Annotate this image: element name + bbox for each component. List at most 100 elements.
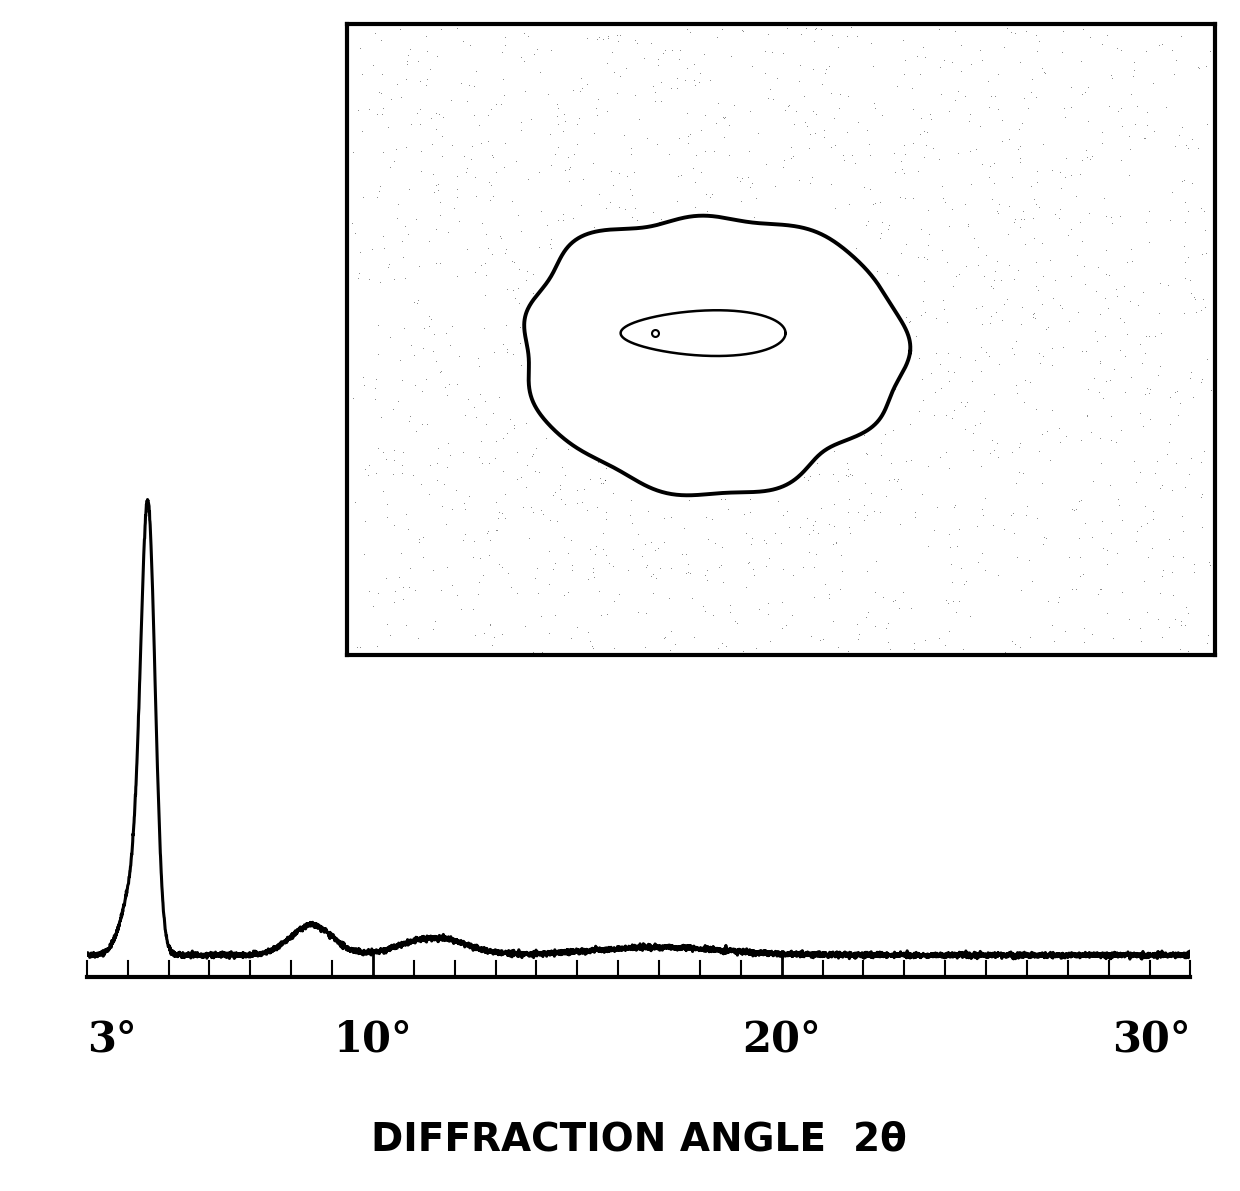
Point [733, 168, 753, 187]
Point [1157, 444, 1177, 463]
Point [662, 226, 682, 245]
Point [885, 591, 905, 610]
Point [884, 380, 904, 399]
Point [517, 455, 537, 474]
Point [910, 306, 930, 325]
Point [756, 534, 776, 553]
Point [957, 393, 977, 412]
Point [903, 133, 923, 152]
Point [773, 506, 792, 525]
Point [1149, 273, 1169, 292]
Point [1091, 133, 1111, 152]
Point [897, 451, 916, 470]
Point [841, 464, 861, 484]
Point [668, 167, 688, 186]
Point [996, 642, 1016, 661]
Point [872, 299, 892, 318]
Point [543, 560, 563, 579]
Point [471, 133, 491, 152]
Point [446, 375, 466, 394]
Point [732, 395, 751, 414]
Point [1035, 63, 1055, 82]
Point [708, 376, 728, 395]
Point [475, 623, 495, 642]
Point [1166, 382, 1185, 401]
Point [353, 368, 373, 387]
Point [1042, 338, 1061, 357]
Point [791, 222, 811, 241]
Point [1089, 382, 1109, 401]
Point [541, 235, 560, 254]
Point [1078, 77, 1097, 96]
Point [709, 557, 729, 576]
Point [391, 19, 410, 38]
Point [1052, 299, 1071, 318]
Point [841, 523, 861, 542]
Point [1090, 579, 1110, 598]
Point [615, 380, 635, 399]
Point [1123, 67, 1143, 86]
Point [1009, 434, 1029, 453]
Point [625, 30, 645, 49]
Point [1100, 475, 1120, 494]
Point [1027, 161, 1047, 180]
Point [844, 360, 864, 379]
Point [750, 297, 770, 316]
Point [1003, 504, 1023, 523]
Point [435, 515, 455, 534]
Point [678, 133, 698, 152]
Point [1128, 295, 1148, 314]
Point [563, 237, 583, 256]
Point [758, 455, 777, 474]
Point [739, 142, 759, 161]
Point [857, 444, 877, 463]
Point [580, 406, 600, 425]
Point [905, 503, 925, 522]
Point [1118, 610, 1138, 629]
Point [658, 144, 678, 163]
Point [419, 306, 439, 325]
Point [491, 229, 511, 248]
Point [830, 580, 849, 599]
Point [990, 354, 1009, 373]
Point [998, 130, 1018, 149]
Point [872, 224, 892, 243]
Point [714, 127, 734, 146]
Point [563, 81, 583, 100]
Point [1149, 584, 1169, 603]
Point [972, 499, 992, 518]
Point [1122, 251, 1142, 270]
Point [786, 101, 806, 120]
Point [1070, 164, 1090, 183]
Point [539, 541, 559, 560]
Point [693, 387, 713, 406]
Point [435, 378, 455, 397]
Point [453, 442, 472, 461]
Point [720, 342, 740, 361]
Point [905, 507, 925, 526]
Point [392, 231, 412, 250]
Point [599, 554, 619, 573]
Point [900, 414, 920, 434]
Point [661, 641, 681, 660]
Point [810, 439, 830, 459]
Point [425, 611, 445, 630]
Point [1033, 267, 1053, 286]
Point [713, 480, 733, 499]
Point [616, 349, 636, 368]
Point [781, 605, 801, 624]
Point [619, 339, 639, 358]
Point [1050, 200, 1070, 219]
Point [397, 616, 417, 635]
Point [532, 201, 552, 220]
Point [619, 400, 639, 419]
Point [587, 99, 606, 118]
Point [448, 179, 467, 198]
Point [663, 216, 683, 235]
Point [366, 463, 386, 482]
Point [436, 557, 456, 576]
Point [642, 77, 662, 96]
Point [588, 367, 608, 386]
Point [949, 519, 968, 538]
Point [822, 25, 842, 44]
